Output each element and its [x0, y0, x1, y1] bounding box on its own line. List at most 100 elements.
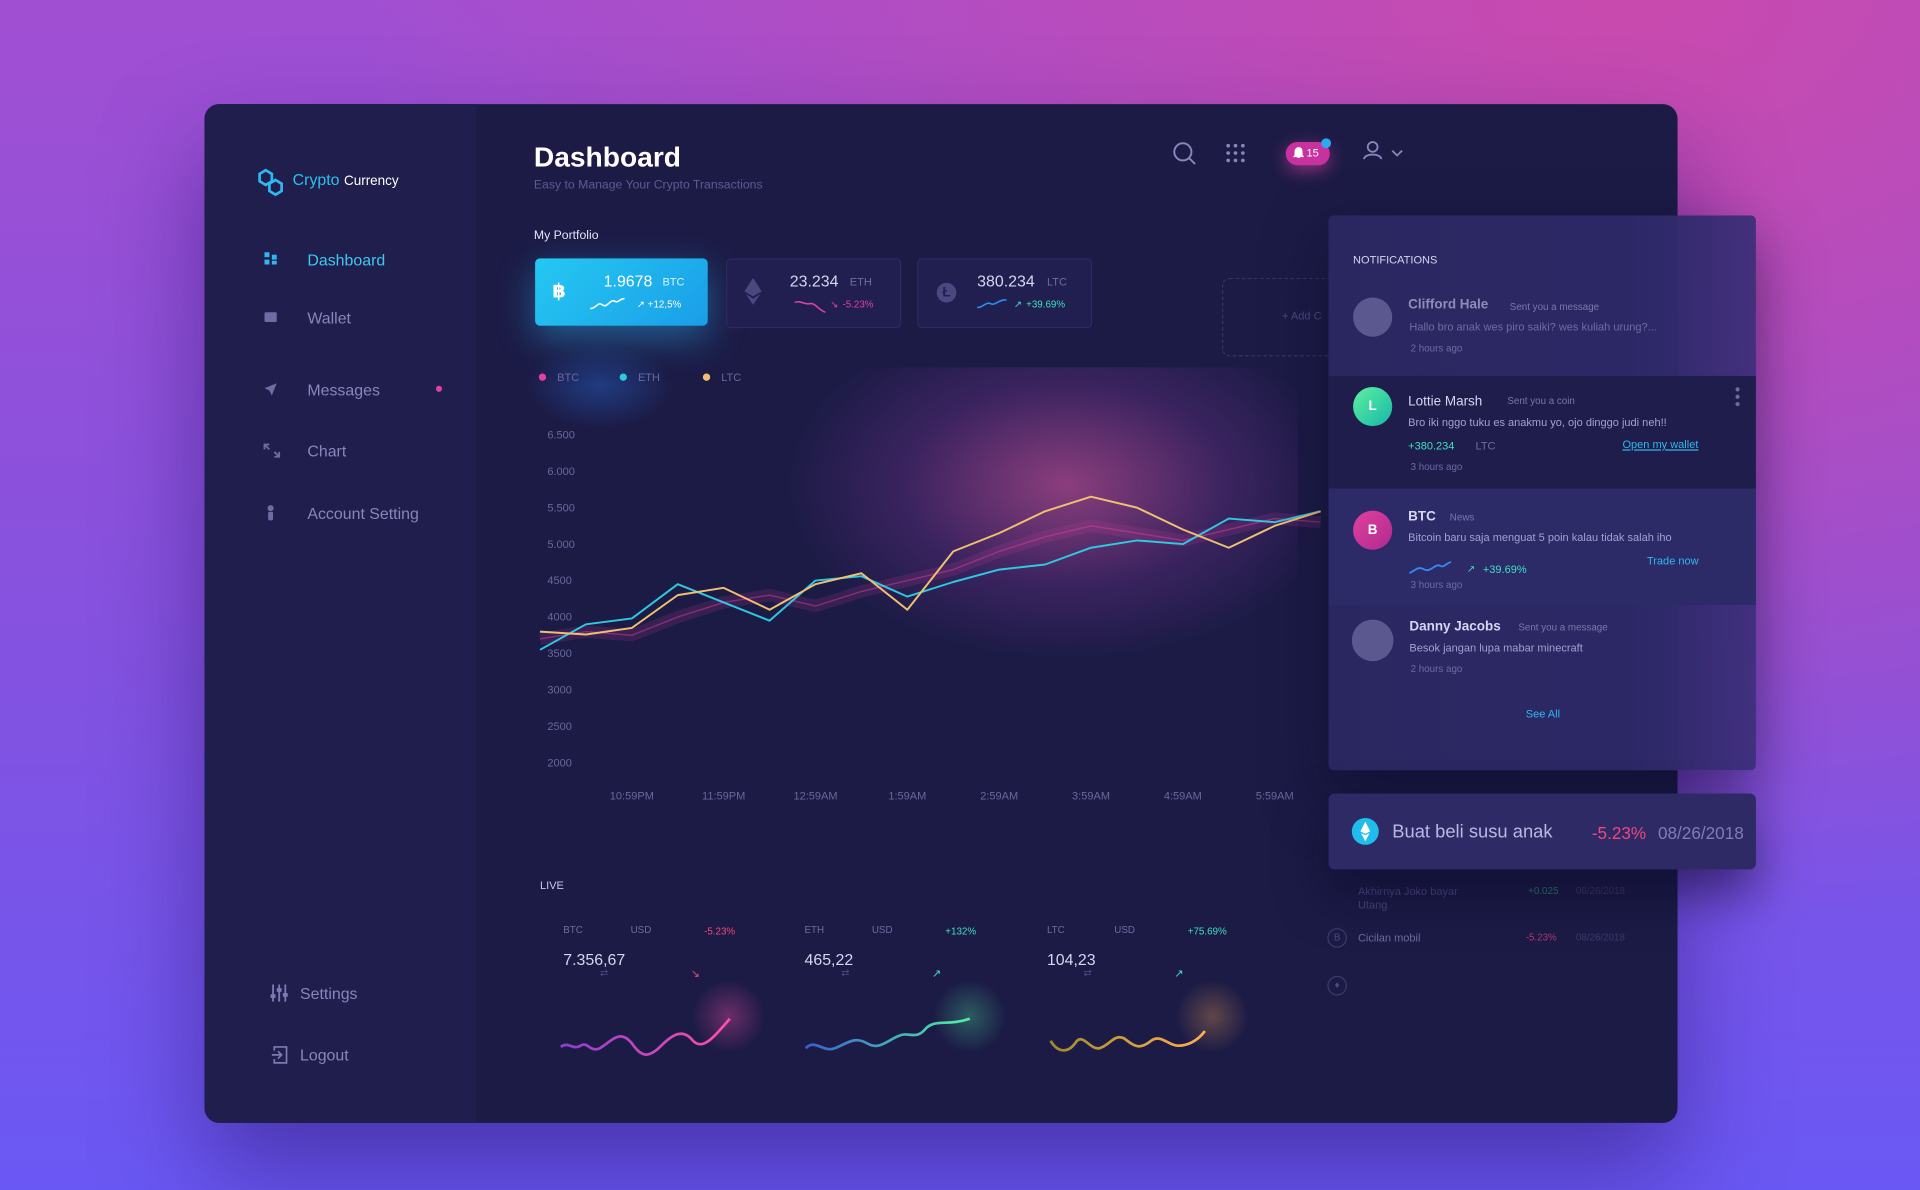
nav-icon	[264, 383, 277, 396]
portfolio-card[interactable]	[535, 258, 708, 326]
trend-arrow: ↘	[690, 967, 700, 980]
coin-icon: ฿	[552, 281, 566, 303]
live-base: LTC	[1046, 924, 1065, 936]
search-button[interactable]	[1172, 141, 1196, 165]
notification-action: Sent you a message	[1509, 301, 1600, 313]
transaction-change: -5.23%	[1525, 931, 1557, 943]
coin-icon: Ł	[936, 282, 957, 303]
sender-name: BTC	[1408, 509, 1436, 525]
live-change: +132%	[945, 925, 977, 937]
add-currency-label: + Add C	[1282, 309, 1322, 323]
coin-icon: ♦	[1327, 975, 1347, 996]
y-tick-label: 4000	[547, 612, 572, 624]
transaction-text: Cicilan mobil	[1357, 931, 1421, 945]
x-tick-label: 10:59PM	[610, 791, 654, 803]
user-menu[interactable]	[1362, 141, 1406, 163]
sender-name: Danny Jacobs	[1409, 619, 1501, 635]
live-glow	[691, 979, 766, 1054]
y-tick-label: 6.000	[547, 466, 575, 478]
live-quote: USD	[1114, 924, 1135, 936]
y-tick-label: 2500	[547, 721, 572, 733]
transaction-date: 08/26/2018	[1575, 931, 1625, 943]
unread-dot	[435, 385, 443, 392]
x-tick-label: 11:59PM	[702, 791, 745, 803]
more-button[interactable]	[1734, 386, 1741, 408]
swap-icon: ⇄	[600, 967, 609, 979]
live-change: -5.23%	[704, 925, 736, 937]
legend-swatch	[538, 373, 547, 381]
notification-time: 3 hours ago	[1410, 579, 1463, 591]
news-sparkline	[1409, 561, 1452, 574]
logout-link[interactable]: Logout	[300, 1045, 349, 1065]
notification-action: News	[1449, 511, 1475, 523]
trend-arrow: ↗	[931, 967, 942, 980]
notification-action: Sent you a coin	[1507, 395, 1575, 407]
y-tick-label: 4500	[547, 575, 572, 587]
live-label: LIVE	[540, 879, 564, 892]
card-change: -5.23%	[842, 298, 874, 310]
notification-time: 3 hours ago	[1410, 461, 1463, 473]
eth-glyph	[1360, 821, 1371, 842]
legend-label: BTC	[557, 372, 579, 384]
coin-amount: +380.234	[1408, 439, 1455, 452]
bell-icon	[1293, 147, 1305, 158]
series-line	[539, 495, 1321, 636]
toast-date: 08/26/2018	[1657, 822, 1744, 843]
see-all-link[interactable]: See All	[1525, 707, 1561, 721]
y-tick-label: 5.500	[547, 502, 575, 514]
trend-arrow: ↗	[1174, 967, 1184, 980]
card-symbol: BTC	[662, 275, 685, 288]
arrow-down: ↘	[830, 298, 839, 310]
x-tick-label: 1:59AM	[888, 791, 926, 803]
nav-item[interactable]: Chart	[307, 442, 347, 461]
nav-item[interactable]: Dashboard	[307, 251, 386, 270]
trade-now-link[interactable]: Trade now	[1646, 554, 1699, 567]
y-tick-label: 5.000	[547, 539, 575, 551]
sidebar	[204, 104, 477, 1123]
brand-logo	[258, 168, 283, 197]
nav-icon	[264, 312, 277, 323]
avatar: B	[1353, 510, 1393, 550]
nav-item[interactable]: Messages	[307, 380, 380, 400]
notification-message: Bitcoin baru saja menguat 5 poin kalau t…	[1408, 531, 1672, 544]
series-line	[539, 510, 1321, 651]
open-wallet-link[interactable]: Open my wallet	[1622, 438, 1699, 451]
portfolio-label: My Portfolio	[533, 228, 599, 243]
nav-icon	[264, 252, 277, 265]
card-change: +39.69%	[1026, 298, 1066, 310]
nav-item[interactable]: Account Setting	[307, 504, 419, 523]
y-tick-label: 3500	[547, 648, 572, 660]
news-change: +39.69%	[1482, 563, 1527, 576]
live-quote: USD	[630, 924, 652, 936]
logout-icon	[271, 1046, 288, 1064]
avatar	[1353, 297, 1393, 337]
notification-count: 15	[1306, 146, 1319, 160]
notification-time: 2 hours ago	[1410, 342, 1463, 354]
legend-swatch	[619, 373, 627, 381]
settings-link[interactable]: Settings	[300, 984, 358, 1003]
swap-icon: ⇄	[841, 967, 850, 979]
sender-name: Lottie Marsh	[1408, 394, 1483, 409]
notification-time: 2 hours ago	[1410, 663, 1463, 675]
settings-icon	[270, 984, 288, 1002]
live-sparklines	[559, 1017, 1206, 1056]
transaction-toast: Buat beli susu anak -5.23% 08/26/2018	[1328, 793, 1756, 870]
x-tick-label: 3:59AM	[1072, 791, 1110, 803]
nav-icon	[263, 443, 281, 458]
card-sparkline	[590, 297, 625, 310]
card-change: +12,5%	[647, 298, 682, 310]
nav-item[interactable]: Wallet	[307, 308, 351, 327]
card-amount: 1.9678	[603, 271, 653, 291]
notification-message: Bro iki nggo tuku es anakmu yo, ojo ding…	[1408, 416, 1667, 429]
apps-button[interactable]	[1226, 143, 1246, 163]
coin-unit: LTC	[1475, 439, 1496, 452]
series-glow	[539, 512, 1322, 645]
avatar	[1351, 619, 1394, 662]
arrow-up: ↗	[636, 298, 645, 310]
notification-message: Besok jangan lupa mabar minecraft	[1409, 641, 1583, 654]
notification-highlight	[1328, 488, 1756, 605]
